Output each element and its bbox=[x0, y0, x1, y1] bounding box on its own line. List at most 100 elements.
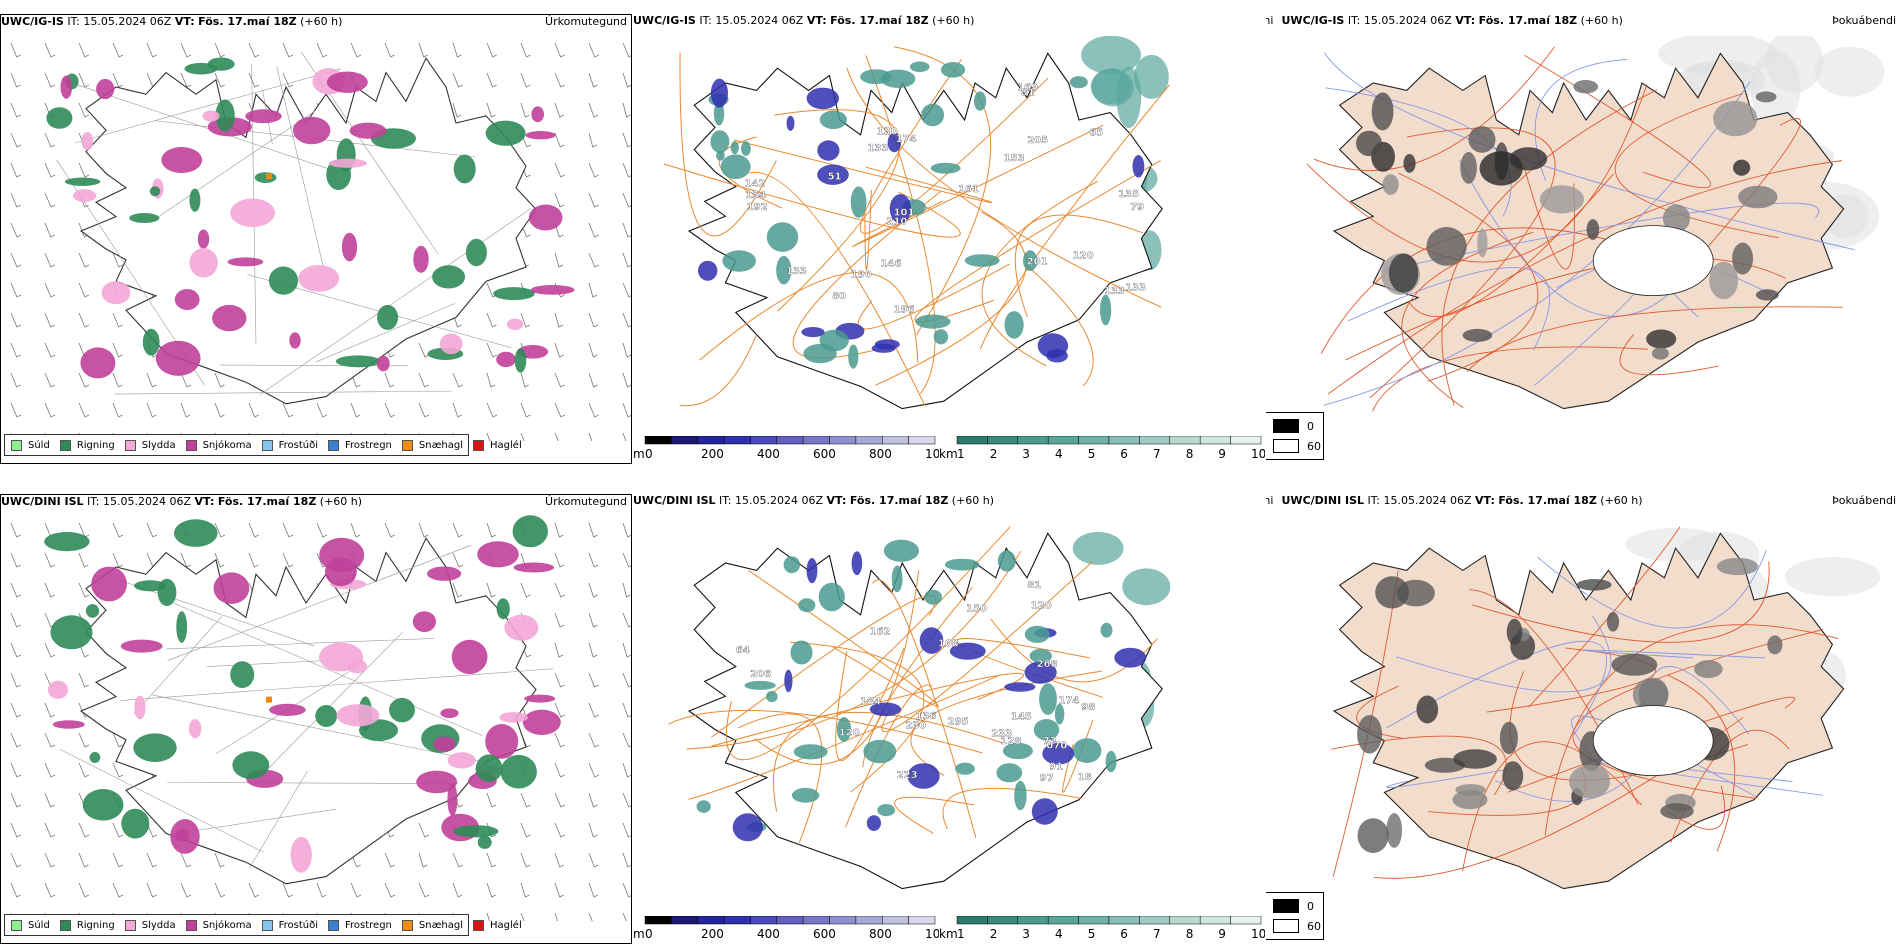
cloud-area bbox=[790, 640, 813, 665]
wind-barb bbox=[10, 732, 22, 748]
cloud-area bbox=[1105, 750, 1117, 773]
wind-barb bbox=[554, 882, 564, 898]
it-label: IT: bbox=[699, 14, 712, 27]
cloud-area bbox=[915, 314, 951, 329]
wind-barb bbox=[384, 42, 395, 58]
precip-area bbox=[315, 705, 338, 727]
wind-barb bbox=[214, 852, 225, 868]
wind-barb bbox=[622, 132, 631, 148]
precip-area bbox=[161, 147, 203, 173]
precip-area bbox=[465, 238, 487, 267]
model-name: UWC/IG-IS bbox=[1, 15, 64, 28]
wind-barb bbox=[112, 402, 123, 418]
wind-barb bbox=[622, 732, 631, 748]
precip-area bbox=[377, 304, 399, 330]
wind-barb bbox=[486, 852, 497, 868]
precip-area bbox=[142, 328, 160, 356]
wind-barb bbox=[418, 522, 429, 538]
panel-header: Skyggni UWC/DINI ISL IT: 15.05.2024 06Z … bbox=[1266, 494, 1900, 510]
precip-map bbox=[10, 42, 631, 441]
legend-swatch bbox=[473, 439, 485, 451]
wind-barb bbox=[622, 822, 631, 838]
wind-barb bbox=[554, 552, 565, 568]
wind-barb bbox=[112, 552, 123, 568]
cloud-base-label: 142 bbox=[745, 179, 766, 190]
low-visibility-area bbox=[1091, 68, 1134, 107]
wind-barb bbox=[10, 552, 21, 568]
wind-barb bbox=[10, 672, 21, 688]
fog-indicator-area bbox=[1357, 818, 1389, 853]
cloud-base-label: 133 bbox=[868, 143, 889, 154]
legend-label: Slydda bbox=[141, 919, 176, 931]
river-line bbox=[1323, 81, 1751, 406]
legend-item: Rigning bbox=[59, 439, 115, 451]
road-line bbox=[1524, 55, 1712, 189]
colorbar-step bbox=[908, 436, 936, 445]
wind-barb bbox=[520, 72, 531, 88]
cloud-area bbox=[1132, 155, 1145, 178]
wind-barb bbox=[554, 672, 565, 688]
precip-area bbox=[197, 229, 210, 249]
wind-barb bbox=[520, 792, 531, 808]
wind-barb bbox=[418, 42, 428, 58]
precip-area bbox=[174, 289, 200, 310]
low-visibility-area bbox=[1134, 54, 1169, 99]
cloud-area bbox=[974, 91, 987, 111]
wind-barb bbox=[554, 822, 566, 838]
cloud-base-label: 128 bbox=[1000, 736, 1021, 747]
precip-area bbox=[52, 720, 85, 729]
wind-barb bbox=[622, 522, 631, 538]
legend-label: Frostúði bbox=[278, 439, 318, 451]
wind-barb bbox=[316, 882, 327, 898]
precip-area bbox=[349, 122, 387, 139]
vt-label: VT: bbox=[1455, 14, 1476, 27]
wind-barb bbox=[554, 732, 565, 748]
colorbar-tick-label: 7 bbox=[1153, 447, 1161, 461]
wind-barb bbox=[486, 312, 497, 328]
colorbar-step bbox=[1139, 916, 1171, 925]
fog-legend-label: 0 bbox=[1307, 419, 1314, 433]
road-line bbox=[865, 55, 936, 395]
wind-barb bbox=[78, 312, 90, 328]
colorbar-step bbox=[882, 916, 909, 925]
legend-item: Frostregn bbox=[328, 919, 392, 931]
legend-label: Snjókoma bbox=[202, 439, 252, 451]
wind-barb bbox=[282, 72, 294, 88]
wind-barb bbox=[622, 312, 631, 328]
wind-barb bbox=[10, 852, 22, 868]
legend-label: Frostúði bbox=[278, 919, 318, 931]
wind-barb bbox=[554, 432, 559, 441]
colorbar-tick-label: 3 bbox=[1022, 927, 1030, 941]
road-line bbox=[260, 208, 532, 395]
road-line bbox=[1462, 741, 1642, 872]
fog-indicator-area bbox=[1660, 803, 1694, 820]
wind-barb bbox=[316, 402, 327, 418]
wind-barb bbox=[588, 612, 598, 628]
fog-legend-swatch bbox=[1273, 919, 1299, 933]
wind-barb bbox=[384, 522, 395, 538]
wind-barb bbox=[44, 72, 56, 88]
colorbar-unit: m bbox=[633, 927, 645, 941]
road-line bbox=[1306, 84, 1648, 263]
wind-barb bbox=[418, 372, 429, 388]
vt-value: Fös. 17.maí 18Z bbox=[1498, 494, 1597, 507]
fog-indicator-area bbox=[1716, 557, 1759, 576]
precip-area bbox=[44, 532, 90, 552]
wind-barb bbox=[486, 432, 491, 441]
colorbar-step bbox=[1108, 436, 1140, 445]
cloud-base-label: 223 bbox=[897, 770, 918, 781]
cloud-area bbox=[944, 558, 980, 571]
cloud-area bbox=[869, 702, 902, 717]
wind-barb bbox=[350, 522, 361, 538]
glacier bbox=[1592, 705, 1714, 777]
colorbar-step bbox=[1047, 436, 1079, 445]
fog-legend-item: 0 bbox=[1273, 419, 1314, 433]
wind-barb bbox=[554, 102, 564, 118]
wind-barb bbox=[248, 402, 259, 418]
precip-area bbox=[531, 106, 544, 123]
cloud-base-label: 120 bbox=[1031, 600, 1052, 611]
wind-barb bbox=[588, 312, 599, 328]
wind-barb bbox=[622, 282, 631, 298]
cloud-area bbox=[997, 550, 1016, 572]
cloud-area bbox=[1100, 622, 1113, 638]
